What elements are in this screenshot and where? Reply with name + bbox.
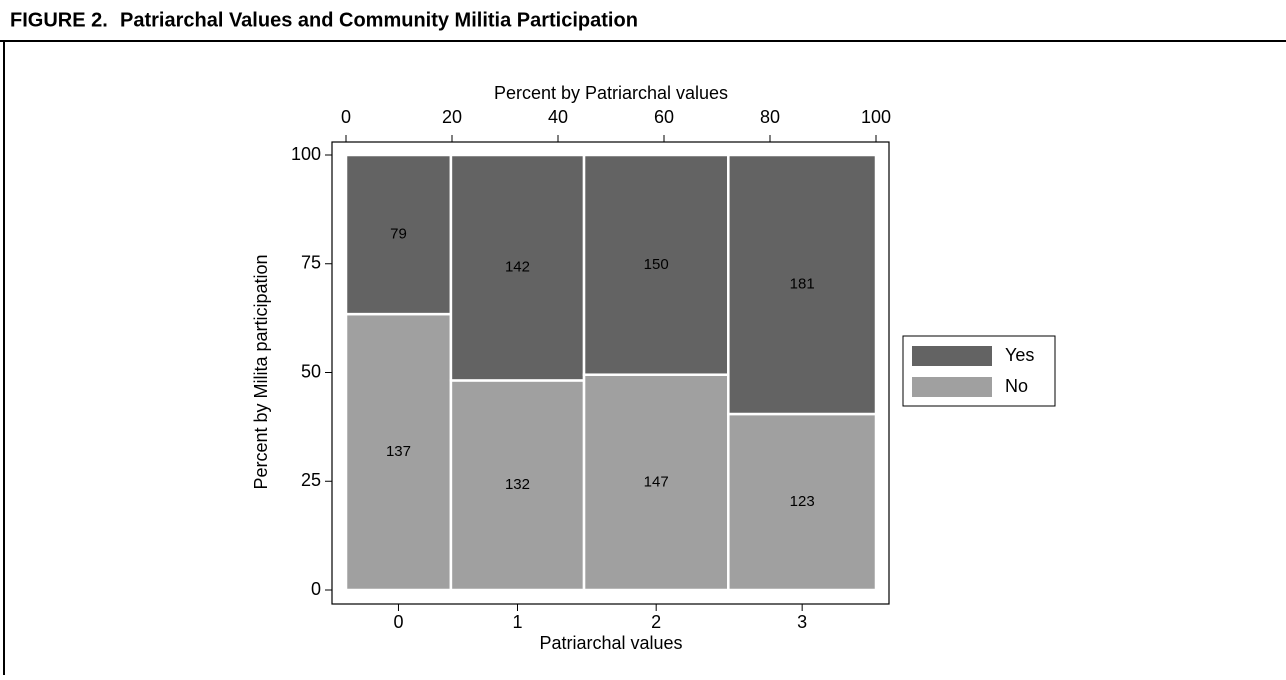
- data-label: 181: [790, 275, 815, 292]
- mosaic-cell: [449, 153, 586, 382]
- x-tick-label: 0: [393, 612, 403, 632]
- x-tick-label: 3: [797, 612, 807, 632]
- x2-tick-label: 100: [861, 107, 891, 127]
- figure-label: FIGURE 2.: [10, 9, 108, 31]
- chart-title: Patriarchal Values and Community Militia…: [120, 9, 638, 31]
- data-label: 79: [390, 226, 407, 243]
- y-tick-label: 75: [301, 253, 321, 273]
- x2-tick-label: 0: [341, 107, 351, 127]
- y-tick-label: 0: [311, 579, 321, 599]
- x2-tick-label: 80: [760, 107, 780, 127]
- legend-label: Yes: [1005, 345, 1034, 365]
- data-label: 132: [505, 476, 530, 493]
- x-tick-label: 1: [512, 612, 522, 632]
- x-axis-title: Patriarchal values: [539, 633, 682, 653]
- mosaic-cell: [449, 379, 586, 592]
- data-label: 142: [505, 259, 530, 276]
- mosaic-cell: [727, 412, 878, 592]
- y-tick-label: 25: [301, 470, 321, 490]
- x2-tick-label: 20: [442, 107, 462, 127]
- data-label: 123: [790, 493, 815, 510]
- data-label: 150: [644, 256, 669, 273]
- x2-tick-label: 60: [654, 107, 674, 127]
- y-tick-label: 50: [301, 361, 321, 381]
- y-axis-title: Percent by Milita participation: [251, 254, 271, 489]
- x2-tick-label: 40: [548, 107, 568, 127]
- legend-swatch: [912, 377, 992, 397]
- mosaic-cell: [344, 312, 453, 592]
- legend-swatch: [912, 346, 992, 366]
- y-tick-label: 100: [291, 144, 321, 164]
- data-label: 147: [644, 473, 669, 490]
- x2-axis-title: Percent by Patriarchal values: [494, 83, 728, 103]
- mosaic-cell: [727, 153, 878, 416]
- x-tick-label: 2: [651, 612, 661, 632]
- legend-label: No: [1005, 376, 1028, 396]
- mosaic-cell: [582, 153, 730, 376]
- data-label: 137: [386, 443, 411, 460]
